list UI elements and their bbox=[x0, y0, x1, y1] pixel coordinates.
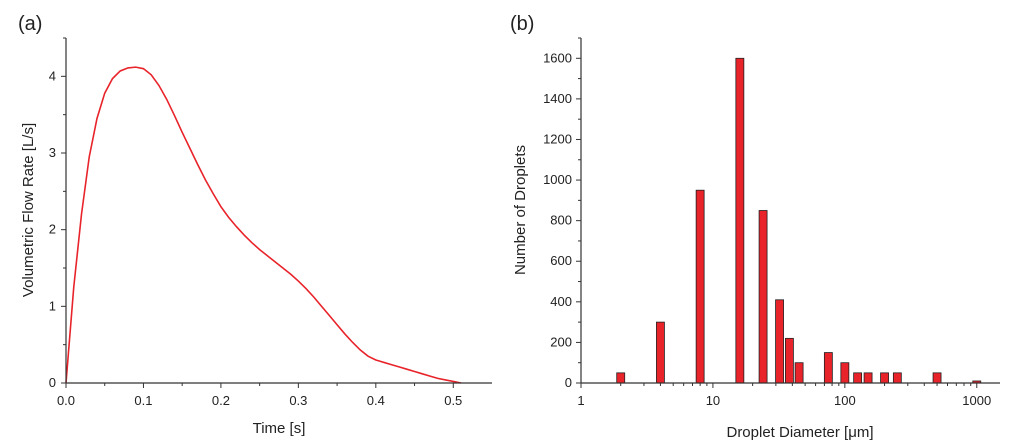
panel-a-label: (a) bbox=[18, 13, 42, 35]
panel-b-y-axis-title: Number of Droplets bbox=[512, 145, 529, 275]
panel-a-x-tick-label: 0.4 bbox=[367, 393, 385, 408]
panel-a-x-tick-label: 0.1 bbox=[134, 393, 152, 408]
panel-b-y-tick-label: 1400 bbox=[543, 91, 572, 106]
droplet-count-bar bbox=[616, 372, 626, 384]
panel-a-y-tick-label: 3 bbox=[49, 145, 56, 160]
panel-b-x-tick-label: 1 bbox=[577, 393, 584, 408]
panel-b-x-tick-label: 10 bbox=[706, 393, 720, 408]
panel-b-y-tick-label: 200 bbox=[550, 334, 572, 349]
droplet-count-bar bbox=[785, 337, 794, 384]
panel-a-x-axis-title: Time [s] bbox=[253, 420, 306, 437]
droplet-count-bar bbox=[656, 321, 665, 384]
panel-b-x-tick-label: 100 bbox=[834, 393, 856, 408]
droplet-count-bar bbox=[794, 362, 804, 384]
panel-a-x-tick-label: 0.2 bbox=[212, 393, 230, 408]
panel-b-ticks: 1 10 100 1000 0 200 400 600 800 1000 1200 1400 1600 bbox=[543, 37, 991, 408]
droplet-count-bar bbox=[863, 372, 873, 384]
droplet-count-bar bbox=[758, 210, 768, 384]
panel-a-x-tick-label: 0.5 bbox=[444, 393, 462, 408]
droplet-count-bar bbox=[892, 372, 902, 384]
droplet-count-bar bbox=[932, 372, 942, 384]
panel-a-flow-rate-chart: (a) 0.0 0.1 0.2 0.3 0.4 0.5 0 1 2 3 4 Time [s] Vol… bbox=[18, 13, 492, 437]
panel-b-bars bbox=[616, 57, 982, 384]
panel-a-x-tick-label: 0.0 bbox=[57, 393, 75, 408]
droplet-count-bar bbox=[840, 362, 850, 384]
panel-b-droplet-histogram: (b) 1 10 100 100002004006008001000120014001… bbox=[510, 13, 1000, 441]
droplet-count-bar bbox=[735, 57, 745, 384]
panel-a-y-axis-title: Volumetric Flow Rate [L/s] bbox=[20, 123, 37, 297]
panel-b-y-tick-label: 400 bbox=[550, 294, 572, 309]
droplet-count-bar bbox=[823, 352, 833, 384]
panel-a-x-tick-label: 0.3 bbox=[289, 393, 307, 408]
panel-a-y-tick-label: 4 bbox=[49, 68, 56, 83]
panel-b-label: (b) bbox=[510, 13, 534, 35]
panel-b-y-tick-label: 600 bbox=[550, 253, 572, 268]
flow-rate-line bbox=[65, 66, 462, 384]
panel-a-y-tick-label: 0 bbox=[49, 375, 56, 390]
droplet-count-bar bbox=[775, 299, 784, 384]
panel-a-y-tick-label: 1 bbox=[49, 298, 56, 313]
panel-b-y-tick-label: 1000 bbox=[543, 172, 572, 187]
droplet-count-bar bbox=[880, 372, 889, 384]
panel-b-y-tick-label: 1600 bbox=[543, 50, 572, 65]
panel-b-x-tick-label: 1000 bbox=[962, 393, 991, 408]
panel-a-y-tick-label: 2 bbox=[49, 222, 56, 237]
panel-b-y-tick-label: 0 bbox=[565, 375, 572, 390]
panel-b-y-tick-label: 800 bbox=[550, 213, 572, 228]
panel-b-y-tick-label: 1200 bbox=[543, 131, 572, 146]
droplet-count-bar bbox=[853, 372, 863, 384]
droplet-count-bar bbox=[695, 189, 705, 384]
panel-a-ticks: 0.0 0.1 0.2 0.3 0.4 0.5 0 1 2 3 4 bbox=[49, 37, 462, 408]
panel-b-x-axis-title: Droplet Diameter [μm] bbox=[726, 424, 873, 441]
